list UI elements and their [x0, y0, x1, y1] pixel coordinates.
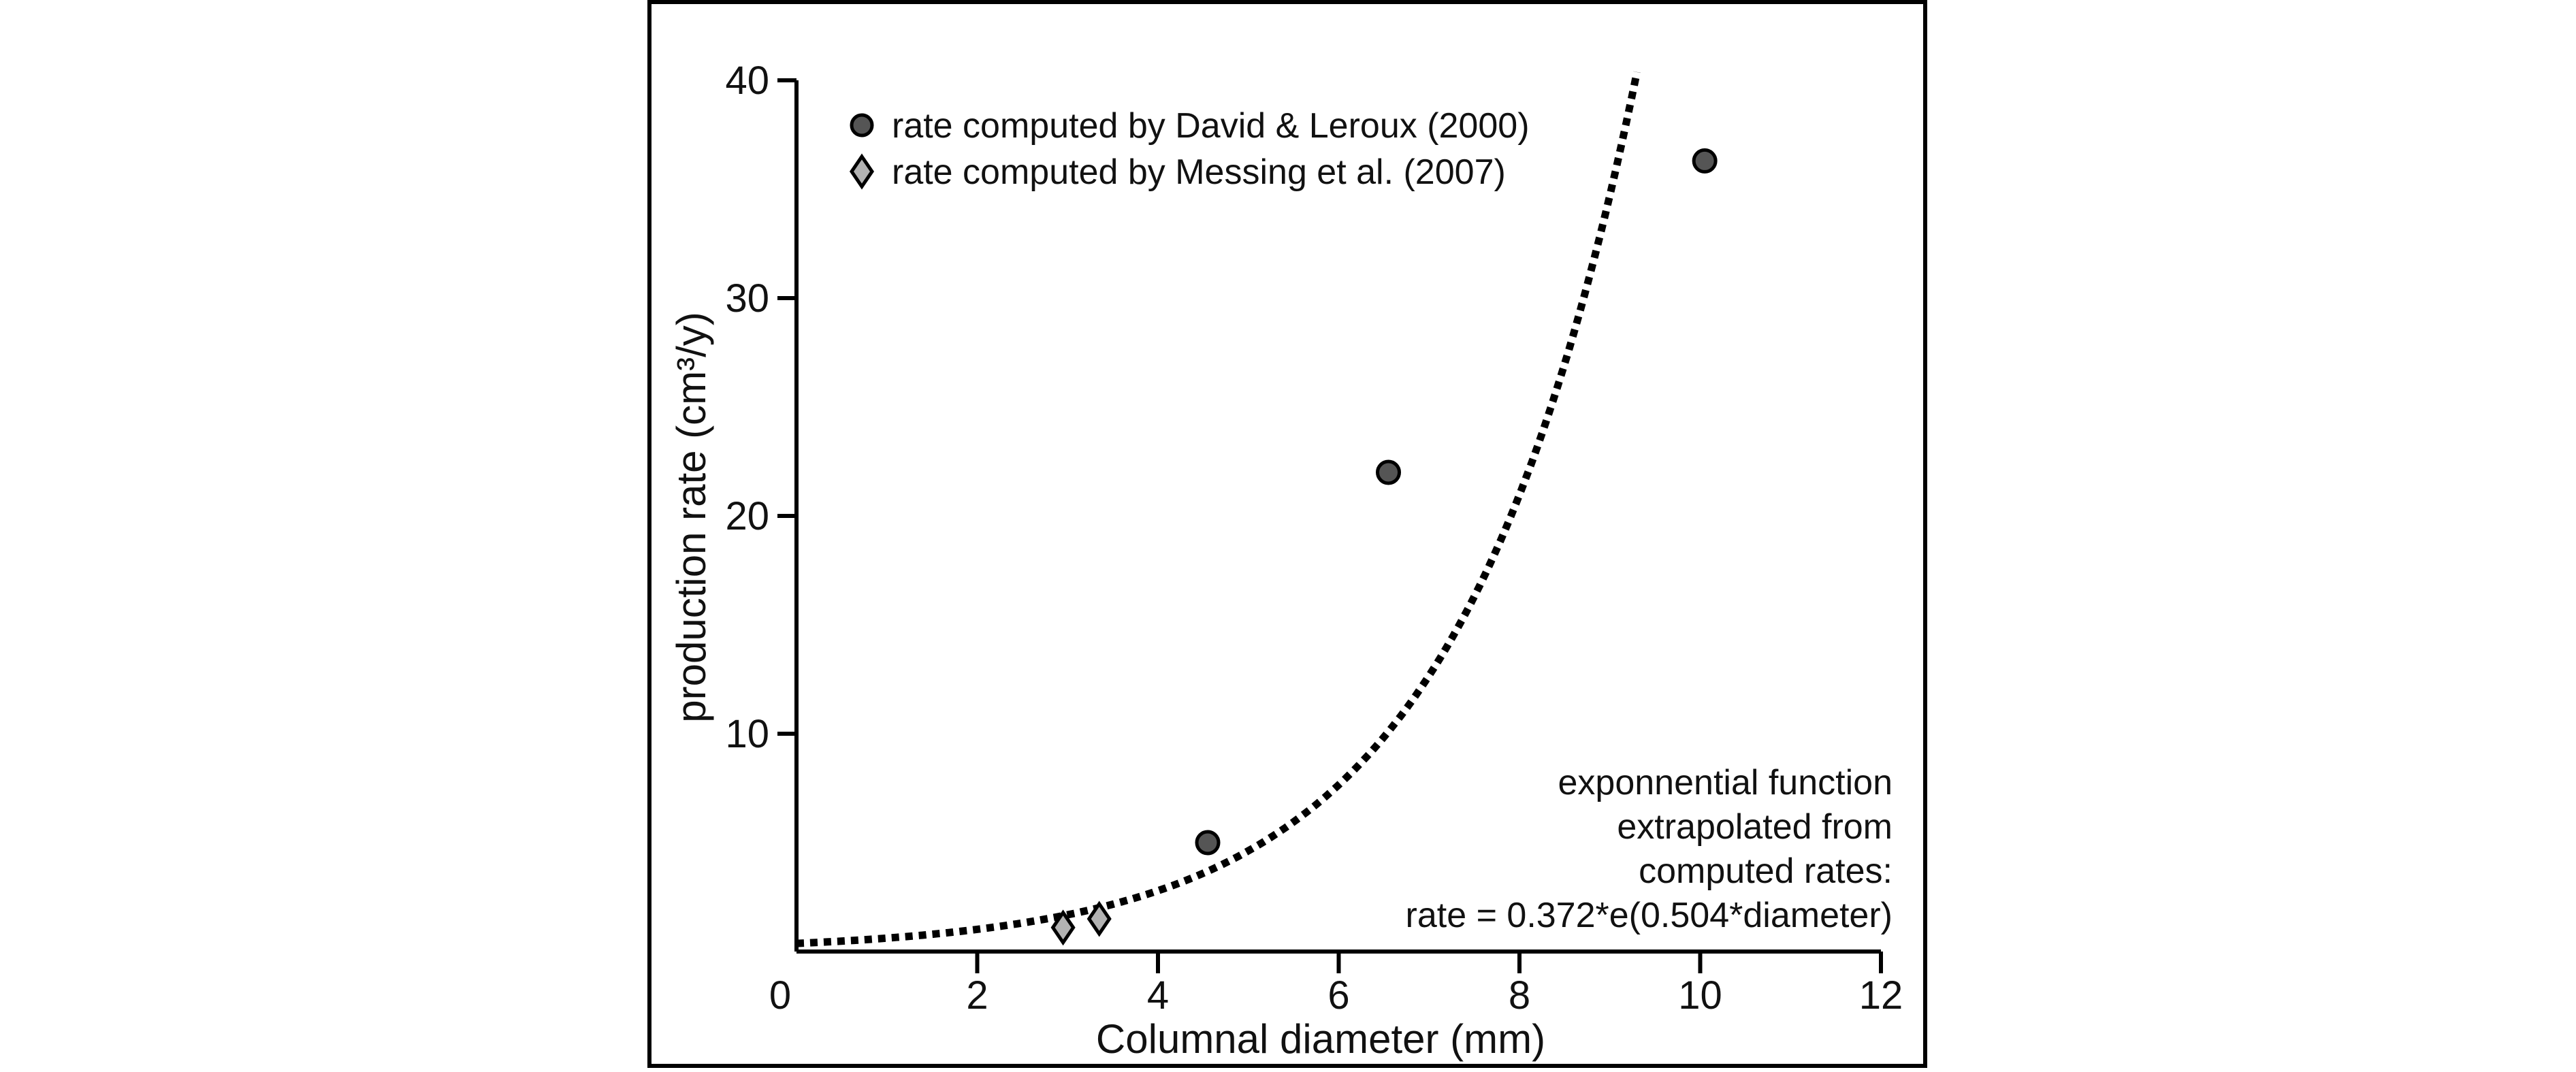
y-tick-label: 30 [725, 276, 769, 321]
legend-marker-circle [850, 113, 874, 137]
y-tick-label: 40 [725, 59, 769, 103]
x-axis-title: Columnal diameter (mm) [1096, 1016, 1545, 1062]
fit-annotation: exponnential function extrapolated from … [1406, 763, 1893, 935]
data-point-circle [1376, 459, 1402, 485]
legend: rate computed by David & Leroux (2000) r… [849, 106, 1530, 192]
data-points [1050, 148, 1718, 946]
x-tick-label: 8 [1509, 973, 1530, 1018]
fit-curve-line [796, 71, 1641, 947]
data-point-diamond [1086, 900, 1112, 937]
y-tick-label: 20 [725, 494, 769, 538]
x-tick-label: 4 [1147, 973, 1169, 1018]
x-tick-label: 12 [1859, 973, 1903, 1018]
y-ticks: 10 20 30 40 [725, 59, 796, 756]
annotation-line: computed rates: [1639, 851, 1893, 891]
data-point-circle [1692, 148, 1718, 174]
x-tick-label: 0 [769, 973, 791, 1018]
legend-entry-messing: rate computed by Messing et al. (2007) [892, 152, 1506, 192]
annotation-line: extrapolated from [1617, 807, 1893, 847]
annotation-line: exponnential function [1558, 763, 1893, 802]
data-point-circle [1195, 830, 1221, 856]
legend-marker-diamond [849, 153, 875, 190]
data-point-diamond [1050, 909, 1076, 946]
x-ticks: 0 2 4 6 8 10 12 [769, 952, 1903, 1018]
annotation-equation: rate = 0.372*e(0.504*diameter) [1406, 896, 1893, 935]
x-tick-label: 2 [966, 973, 988, 1018]
y-axis-title: production rate (cm³/y) [669, 312, 714, 723]
legend-entry-david-leroux: rate computed by David & Leroux (2000) [892, 106, 1530, 146]
axes: 0 2 4 6 8 10 12 10 20 30 40 [725, 59, 1903, 1018]
x-tick-label: 6 [1327, 973, 1349, 1018]
y-tick-label: 10 [725, 712, 769, 756]
x-tick-label: 10 [1678, 973, 1722, 1018]
